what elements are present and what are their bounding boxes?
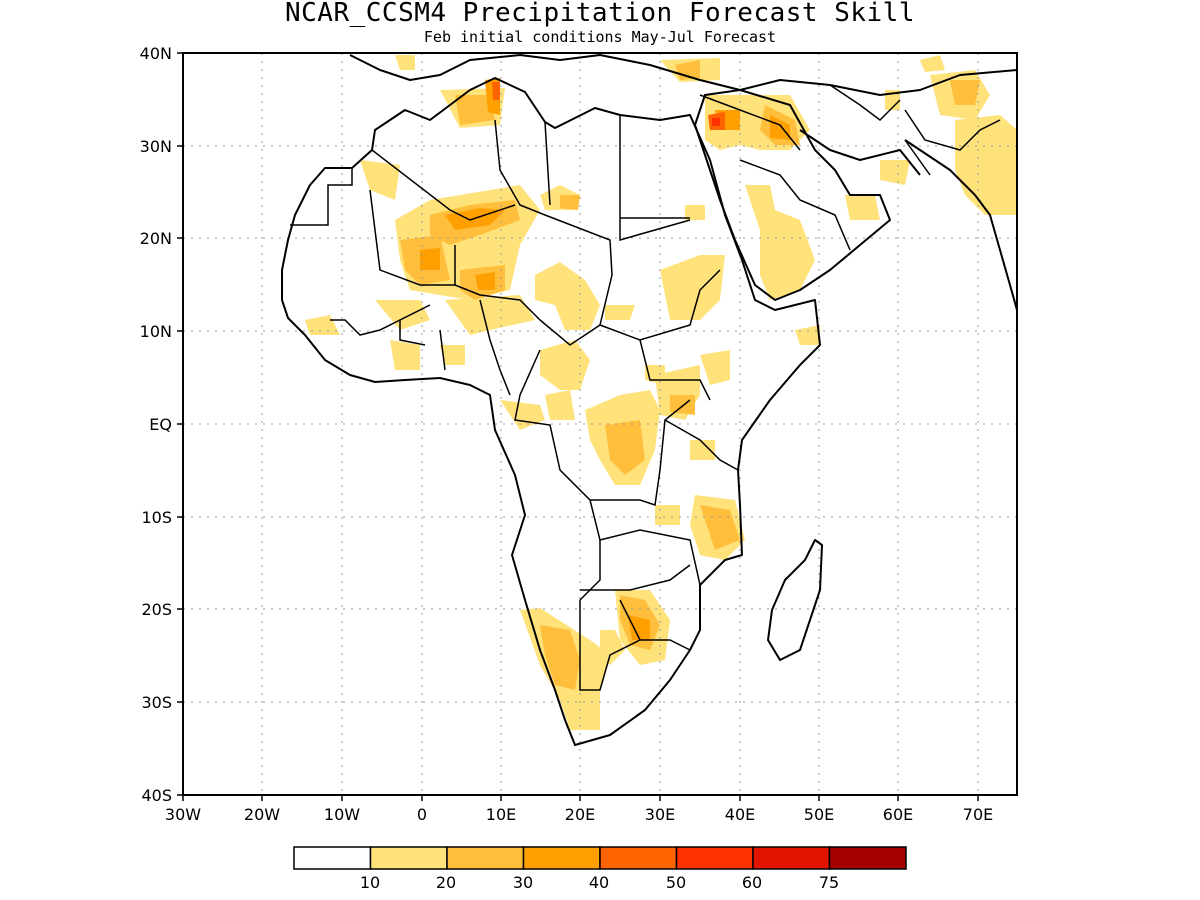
x-tick-label: 30W <box>165 805 201 824</box>
legend-label: 50 <box>666 873 686 892</box>
x-tick-label: 30E <box>645 805 675 824</box>
x-tick-label: 50E <box>804 805 834 824</box>
coastlines <box>281 54 1017 746</box>
x-tick-label: 70E <box>963 805 993 824</box>
y-tick-label: 10S <box>141 508 172 527</box>
legend-label: 40 <box>589 873 609 892</box>
gulf-coastline <box>799 129 921 176</box>
legend-color-box <box>828 846 907 870</box>
legend-color-box <box>293 846 372 870</box>
map-subtitle: Feb initial conditions May-Jul Forecast <box>423 28 777 46</box>
map-title: NCAR_CCSM4 Precipitation Forecast Skill <box>285 0 915 28</box>
legend-color-box <box>752 846 831 870</box>
india-coastline <box>904 139 1017 311</box>
arabia-coastline <box>694 89 891 301</box>
x-tick-label: 20W <box>244 805 280 824</box>
grid-lines <box>183 53 1017 795</box>
x-tick-label: 40E <box>725 805 755 824</box>
y-tick-label: 20S <box>141 600 172 619</box>
y-tick-label: 10N <box>140 322 172 341</box>
legend-color-box <box>675 846 754 870</box>
y-tick-label: 40N <box>140 44 172 63</box>
legend-label: 30 <box>513 873 533 892</box>
x-tick-label: 20E <box>565 805 595 824</box>
legend-color-box <box>446 846 525 870</box>
africa-coastline <box>281 77 821 746</box>
legend-color-box <box>369 846 448 870</box>
legend-label: 10 <box>360 873 380 892</box>
color-legend: 10 20 30 40 50 60 75 <box>293 846 907 892</box>
legend-label: 75 <box>819 873 839 892</box>
legend-color-box <box>522 846 601 870</box>
y-tick-label: 20N <box>140 229 172 248</box>
madagascar-coastline <box>767 539 823 661</box>
legend-label: 20 <box>436 873 456 892</box>
x-tick-label: 60E <box>883 805 913 824</box>
y-tick-label: EQ <box>149 415 172 434</box>
country-borders <box>290 84 1001 691</box>
x-tick-label: 0 <box>417 805 427 824</box>
y-tick-label: 30N <box>140 137 172 156</box>
x-axis-labels: 30W 20W 10W 0 10E 20E 30E 40E 50E 60E 70… <box>165 805 993 824</box>
x-tick-label: 10E <box>486 805 516 824</box>
y-tick-label: 40S <box>141 786 172 805</box>
europe-coastline <box>349 54 1017 96</box>
y-tick-label: 30S <box>141 693 172 712</box>
skill-shading <box>305 55 1017 730</box>
y-axis-labels: 40N 30N 20N 10N EQ 10S 20S 30S 40S <box>140 44 172 805</box>
legend-color-box <box>599 846 678 870</box>
x-tick-label: 10W <box>324 805 360 824</box>
legend-label: 60 <box>742 873 762 892</box>
axis-ticks <box>177 52 979 801</box>
